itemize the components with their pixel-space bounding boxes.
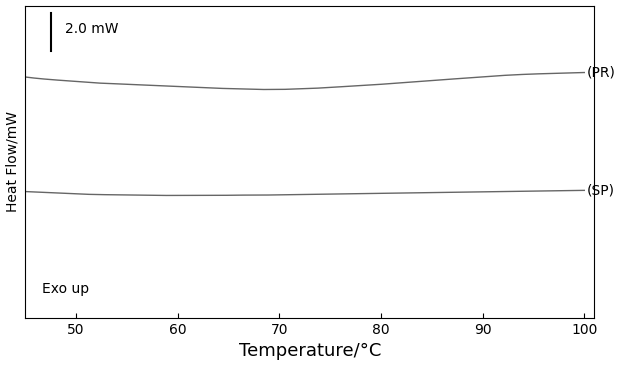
Text: Exo up: Exo up xyxy=(42,282,90,296)
Text: (SP): (SP) xyxy=(587,183,615,197)
Text: 2.0 mW: 2.0 mW xyxy=(65,22,118,36)
X-axis label: Temperature/°C: Temperature/°C xyxy=(239,343,381,361)
Text: (PR): (PR) xyxy=(587,66,615,79)
Y-axis label: Heat Flow/mW: Heat Flow/mW xyxy=(6,111,19,212)
